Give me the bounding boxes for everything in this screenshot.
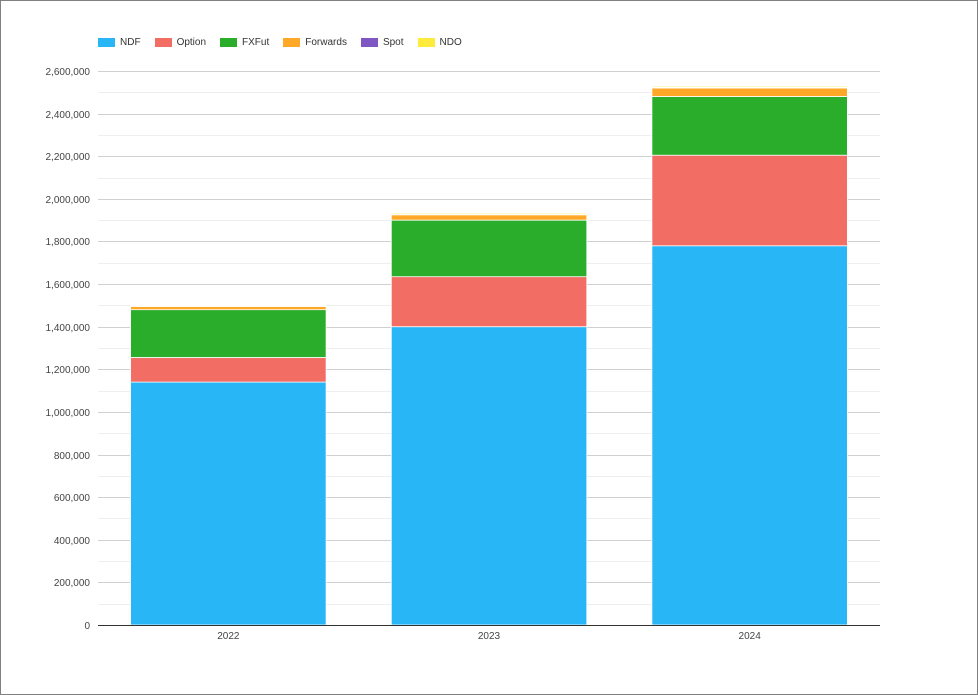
bar-segment-fxfut-2024[interactable] (651, 96, 848, 156)
bar-segment-forwards-2024[interactable] (651, 87, 848, 97)
bar-segment-fxfut-2022[interactable] (130, 309, 327, 358)
legend-item-forwards[interactable]: Forwards (283, 37, 347, 48)
y-tick-label: 1,800,000 (46, 237, 91, 248)
legend-item-option[interactable]: Option (154, 36, 207, 48)
x-tick-label: 2022 (217, 631, 240, 642)
legend-label-spot: Spot (382, 36, 404, 48)
legend-item-spot[interactable]: Spot (360, 36, 404, 48)
legend-label-ndf: NDF (120, 36, 141, 48)
y-tick-label: 2,400,000 (46, 110, 91, 121)
legend-label-ndo: NDO (439, 36, 462, 48)
y-tick-label: 600,000 (54, 493, 91, 504)
y-tick-label: 200,000 (54, 578, 91, 589)
x-tick-label: 2023 (478, 631, 501, 642)
y-tick-label: 2,000,000 (46, 195, 91, 206)
y-tick-label: 400,000 (54, 536, 91, 547)
legend-swatch-spot (360, 37, 378, 47)
bar-segment-ndf-2022[interactable] (130, 381, 327, 626)
bar-segment-ndo-2023[interactable] (390, 212, 588, 215)
legend-label-fxfut: FXFut (242, 36, 270, 48)
y-tick-label: 2,600,000 (46, 67, 91, 78)
bar-segment-ndo-2024[interactable] (651, 85, 848, 88)
bar-segment-option-2023[interactable] (390, 276, 588, 328)
legend-item-fxfut[interactable]: FXFut (220, 37, 269, 48)
axis-layer: 0 200,000 400,000 600,000 800,000 1,000,000 1,… (46, 67, 880, 642)
chart-legend: NDF Option FXFut Forwards Spot NDO (98, 35, 476, 49)
legend-label-forwards: Forwards (305, 36, 347, 48)
y-tick-label: 1,200,000 (46, 365, 91, 376)
legend-label-option: Option (176, 36, 207, 48)
bar-segment-forwards-2023[interactable] (390, 214, 588, 221)
legend-item-ndf[interactable]: NDF (98, 37, 141, 48)
legend-swatch-ndo (417, 37, 435, 47)
bar-segment-option-2024[interactable] (651, 154, 848, 247)
bar-segment-fxfut-2023[interactable] (390, 219, 588, 278)
legend-item-ndo[interactable]: NDO (417, 36, 462, 48)
bar-segment-forwards-2022[interactable] (130, 306, 327, 311)
bar-layer (130, 85, 848, 626)
legend-swatch-option (154, 37, 172, 47)
bar-segment-option-2022[interactable] (130, 357, 327, 383)
bar-segment-ndf-2023[interactable] (390, 326, 588, 626)
y-tick-label: 0 (84, 621, 90, 632)
x-tick-label: 2024 (739, 631, 762, 642)
legend-swatch-ndf (98, 37, 115, 47)
y-tick-label: 1,000,000 (46, 408, 91, 419)
y-tick-label: 1,600,000 (46, 280, 91, 291)
bar-segment-ndo-2022[interactable] (130, 304, 327, 307)
y-tick-label: 800,000 (54, 451, 91, 462)
y-tick-label: 1,400,000 (46, 323, 91, 334)
y-tick-label: 2,200,000 (46, 152, 91, 163)
legend-swatch-fxfut (220, 37, 238, 47)
bar-segment-ndf-2024[interactable] (651, 245, 848, 626)
legend-swatch-forwards (283, 37, 301, 47)
